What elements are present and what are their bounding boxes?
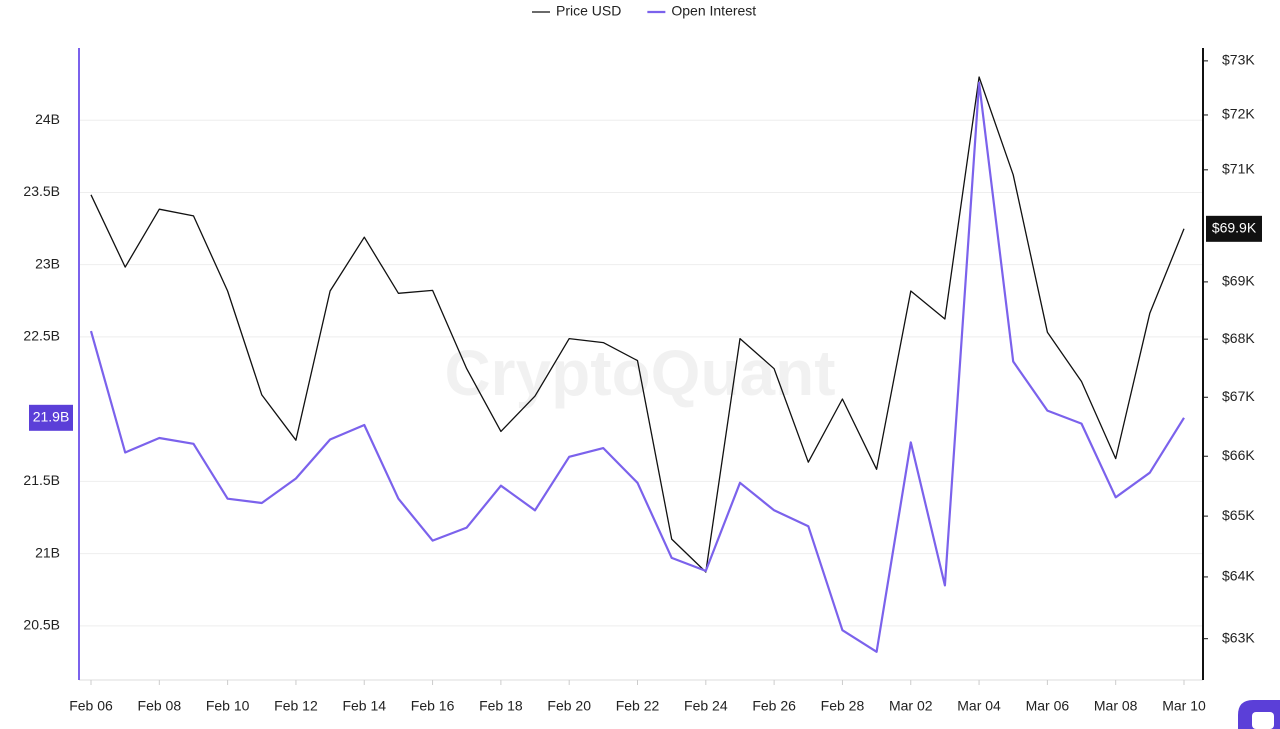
x-tick-label: Feb 26	[752, 698, 796, 714]
x-tick-label: Feb 20	[547, 698, 591, 714]
y-tick-label: 22.5B	[23, 328, 60, 344]
y2-current-label: $69.9K	[1212, 220, 1257, 236]
legend-label: Price USD	[556, 3, 621, 19]
x-tick-label: Feb 12	[274, 698, 318, 714]
y-current-label: 21.9B	[33, 409, 70, 425]
x-tick-label: Feb 16	[411, 698, 455, 714]
x-tick-label: Mar 10	[1162, 698, 1206, 714]
y2-tick-label: $73K	[1222, 52, 1255, 68]
y2-tick-label: $64K	[1222, 568, 1255, 584]
series-line	[89, 81, 1185, 653]
y2-tick-label: $72K	[1222, 106, 1255, 122]
x-tick-label: Feb 22	[616, 698, 660, 714]
x-tick-label: Feb 24	[684, 698, 728, 714]
y-tick-label: 23.5B	[23, 183, 60, 199]
x-tick-label: Feb 06	[69, 698, 113, 714]
series-line	[90, 76, 1185, 573]
x-tick-label: Feb 18	[479, 698, 523, 714]
x-tick-label: Mar 04	[957, 698, 1001, 714]
y-tick-label: 21.5B	[23, 472, 60, 488]
y2-tick-label: $71K	[1222, 161, 1255, 177]
x-tick-label: Mar 02	[889, 698, 933, 714]
x-tick-label: Feb 14	[342, 698, 386, 714]
x-tick-label: Feb 10	[206, 698, 250, 714]
y2-tick-label: $67K	[1222, 388, 1255, 404]
x-tick-label: Feb 28	[821, 698, 865, 714]
y2-tick-label: $66K	[1222, 447, 1255, 463]
y2-tick-label: $68K	[1222, 330, 1255, 346]
y2-tick-label: $63K	[1222, 629, 1255, 645]
y2-tick-label: $65K	[1222, 507, 1255, 523]
y-current-badge	[29, 404, 73, 431]
y2-tick-label: $69K	[1222, 273, 1255, 289]
y-tick-label: 24B	[35, 111, 60, 127]
x-tick-label: Feb 08	[138, 698, 182, 714]
y2-current-badge	[1206, 215, 1262, 242]
y-tick-label: 23B	[35, 255, 60, 271]
legend-label: Open Interest	[671, 3, 756, 19]
y-tick-label: 20.5B	[23, 617, 60, 633]
x-tick-label: Mar 08	[1094, 698, 1138, 714]
x-tick-label: Mar 06	[1026, 698, 1070, 714]
chat-icon[interactable]	[1252, 712, 1274, 729]
y-tick-label: 21B	[35, 544, 60, 560]
